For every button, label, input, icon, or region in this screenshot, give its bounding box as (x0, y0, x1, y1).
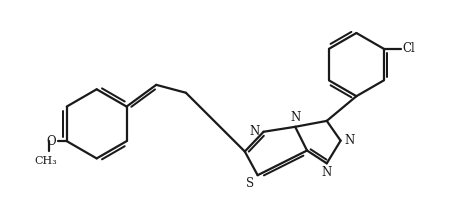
Text: N: N (290, 111, 300, 124)
Text: CH₃: CH₃ (35, 156, 57, 166)
Text: Cl: Cl (403, 42, 415, 55)
Text: N: N (249, 125, 260, 138)
Text: S: S (245, 177, 254, 190)
Text: N: N (344, 134, 355, 147)
Text: O: O (46, 135, 56, 148)
Text: N: N (322, 166, 332, 179)
